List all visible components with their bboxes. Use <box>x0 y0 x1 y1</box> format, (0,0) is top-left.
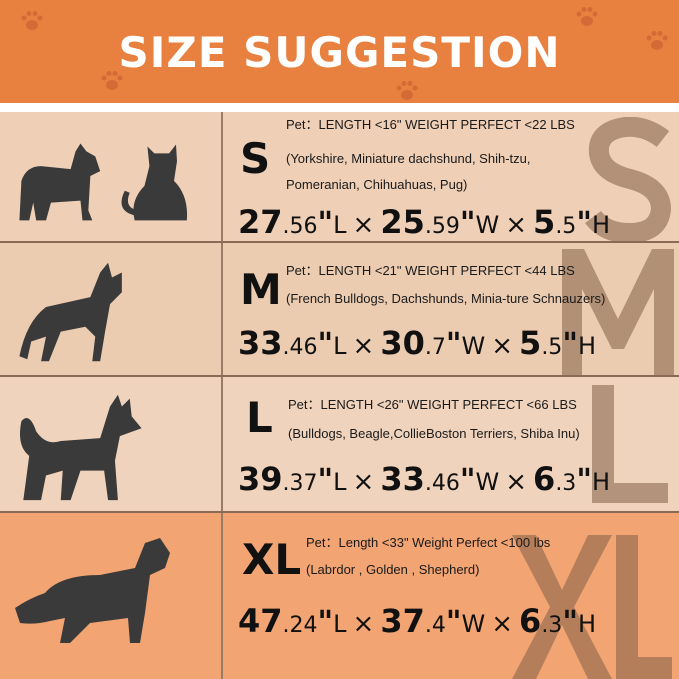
inch-mark: " <box>445 605 462 640</box>
size-row-xl: XL Pet：Length <33" Weight Perfect <100 l… <box>0 513 679 679</box>
times-sign: × <box>491 609 514 639</box>
paw-icon <box>396 81 418 100</box>
dimension-dec: .37 <box>282 471 318 496</box>
dimension-dec: .46 <box>282 335 318 360</box>
dimension-unit: H <box>577 610 596 638</box>
pet-breeds-cont: Pomeranian, Chihuahuas, Pug) <box>286 177 468 192</box>
inch-mark: " <box>317 327 334 362</box>
inch-mark: " <box>562 605 578 640</box>
shiba-silhouette-icon <box>19 394 142 501</box>
inch-mark: " <box>562 327 578 362</box>
dimension-unit: H <box>577 332 596 360</box>
golden-retriever-silhouette-icon <box>15 538 170 643</box>
dimension-int: 30 <box>380 324 425 362</box>
pet-image <box>0 513 223 679</box>
pet-breeds: (Bulldogs, Beagle,CollieBoston Terriers,… <box>288 426 580 441</box>
dimension-dec: .5 <box>541 335 563 360</box>
header-banner: SIZE SUGGESTION <box>0 0 679 103</box>
size-label: XL <box>242 535 302 584</box>
dimensions: 27.56"L × 25.59"W × 5.5"H <box>238 206 610 239</box>
paw-icon <box>576 7 598 26</box>
paw-icon <box>21 11 43 30</box>
times-sign: × <box>491 331 514 361</box>
inch-mark: " <box>459 206 476 241</box>
size-label: S <box>240 134 271 183</box>
dimension-unit: H <box>591 211 610 239</box>
times-sign: × <box>505 210 528 240</box>
pet-image <box>0 243 223 375</box>
size-row-s: S Pet：LENGTH <16" WEIGHT PERFECT <22 LBS… <box>0 112 679 243</box>
dimension-dec: .4 <box>424 613 446 638</box>
times-sign: × <box>352 331 375 361</box>
dimensions: 39.37"L × 33.46"W × 6.3"H <box>238 463 610 496</box>
inch-mark: " <box>459 463 476 498</box>
inch-mark: " <box>576 206 592 241</box>
inch-mark: " <box>445 327 462 362</box>
size-watermark-xl <box>512 535 672 679</box>
dimension-dec: .24 <box>282 613 318 638</box>
dimension-unit: L <box>333 610 347 638</box>
dimension-unit: W <box>475 468 500 496</box>
dimension-int: 39 <box>238 460 283 498</box>
size-watermark-l <box>592 385 668 503</box>
inch-mark: " <box>317 206 334 241</box>
dimension-int: 33 <box>380 460 425 498</box>
dimension-dec: .59 <box>424 214 460 239</box>
dimension-unit: H <box>591 468 610 496</box>
dimension-int: 47 <box>238 602 283 640</box>
dimensions: 33.46"L × 30.7"W × 5.5"H <box>238 327 596 360</box>
dimension-int: 33 <box>238 324 283 362</box>
french-bulldog-silhouette-icon <box>19 262 122 362</box>
page-title: SIZE SUGGESTION <box>118 28 561 77</box>
dimension-int: 5 <box>533 203 556 241</box>
dimension-unit: L <box>333 211 347 239</box>
dimension-unit: W <box>475 211 500 239</box>
size-watermark-m <box>562 249 674 375</box>
pet-spec: Pet：Length <33" Weight Perfect <100 lbs <box>306 535 551 550</box>
pet-spec: Pet：LENGTH <16" WEIGHT PERFECT <22 LBS <box>286 117 575 132</box>
dimension-int: 5 <box>519 324 542 362</box>
pet-image <box>0 377 223 511</box>
pet-breeds: (French Bulldogs, Dachshunds, Minia-ture… <box>286 291 606 306</box>
terrier-cat-silhouette-icon <box>19 143 188 221</box>
dimension-unit: W <box>461 332 486 360</box>
inch-mark: " <box>317 605 334 640</box>
dimension-int: 6 <box>519 602 542 640</box>
pet-spec: Pet：LENGTH <26" WEIGHT PERFECT <66 LBS <box>288 397 577 412</box>
times-sign: × <box>352 609 375 639</box>
size-label: L <box>246 393 273 442</box>
pet-image <box>0 112 223 241</box>
times-sign: × <box>352 210 375 240</box>
dimension-unit: L <box>333 332 347 360</box>
times-sign: × <box>505 467 528 497</box>
paw-icon <box>101 71 123 90</box>
dimension-dec: .56 <box>282 214 318 239</box>
dimension-int: 25 <box>380 203 425 241</box>
dimension-int: 6 <box>533 460 556 498</box>
paw-icon <box>646 31 668 50</box>
dimension-dec: .3 <box>541 613 563 638</box>
times-sign: × <box>352 467 375 497</box>
size-label: M <box>240 265 282 314</box>
dimension-dec: .46 <box>424 471 460 496</box>
dimension-dec: .5 <box>555 214 577 239</box>
dimension-unit: W <box>461 610 486 638</box>
dimension-int: 37 <box>380 602 425 640</box>
size-row-l: L Pet：LENGTH <26" WEIGHT PERFECT <66 LBS… <box>0 377 679 513</box>
dimension-unit: L <box>333 468 347 496</box>
size-row-m: M Pet：LENGTH <21" WEIGHT PERFECT <44 LBS… <box>0 243 679 377</box>
dimension-dec: .3 <box>555 471 577 496</box>
dimension-dec: .7 <box>424 335 446 360</box>
inch-mark: " <box>317 463 334 498</box>
size-watermark-s <box>585 117 672 241</box>
dimensions: 47.24"L × 37.4"W × 6.3"H <box>238 605 596 638</box>
pet-breeds: (Yorkshire, Miniature dachshund, Shih-tz… <box>286 151 531 166</box>
inch-mark: " <box>576 463 592 498</box>
pet-breeds: (Labrdor , Golden , Shepherd) <box>306 562 480 577</box>
dimension-int: 27 <box>238 203 283 241</box>
pet-spec: Pet：LENGTH <21" WEIGHT PERFECT <44 LBS <box>286 263 575 278</box>
